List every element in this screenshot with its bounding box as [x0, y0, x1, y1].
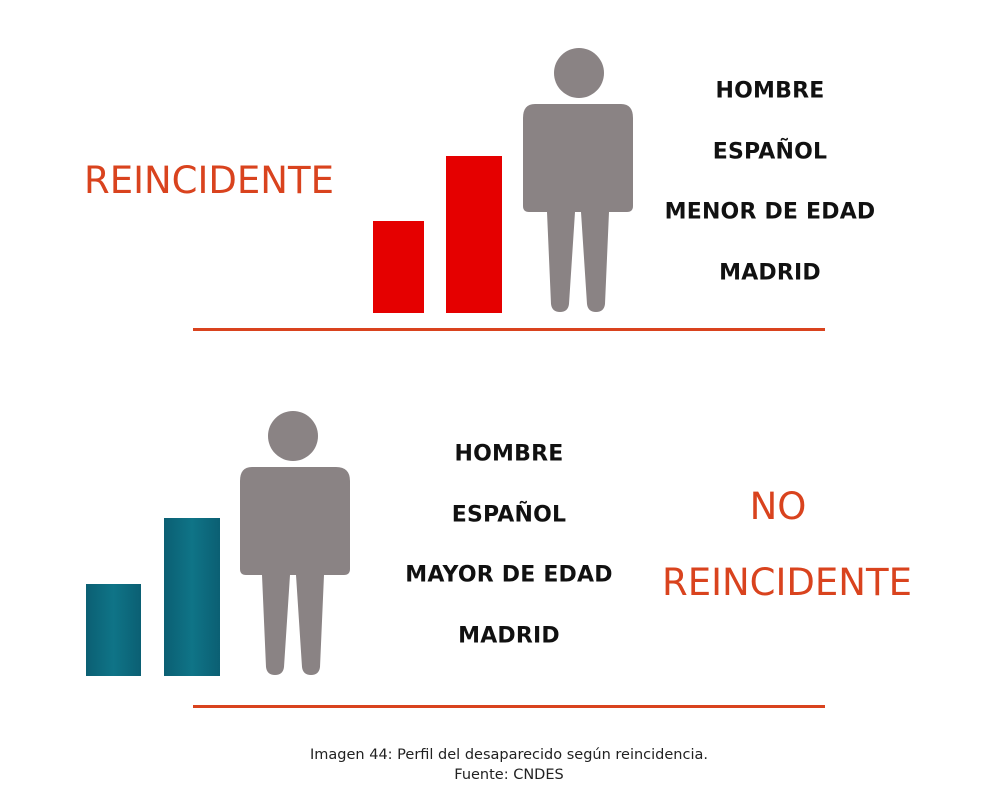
status-label-reincidente: REINCIDENTE [84, 159, 334, 202]
caption-source: Fuente: CNDES [454, 767, 564, 783]
attribute-nationality: ESPAÑOL [712, 139, 828, 165]
attribute-region: MADRID [719, 260, 821, 286]
status-label-no-reincidente: REINCIDENTE [662, 561, 912, 604]
caption-title: Imagen 44: Perfil del desaparecido según… [310, 747, 708, 763]
bar-tall [446, 156, 502, 313]
divider-top [193, 328, 825, 331]
attribute-nationality: ESPAÑOL [451, 502, 567, 528]
attribute-sex: HOMBRE [715, 78, 825, 104]
attribute-region: MADRID [458, 623, 560, 649]
bar-short [373, 221, 424, 313]
status-label-no: NO [749, 485, 807, 528]
bar-short [86, 584, 141, 676]
person-icon [523, 48, 633, 312]
attribute-age: MAYOR DE EDAD [405, 562, 613, 588]
bar-tall [164, 518, 220, 676]
attribute-sex: HOMBRE [454, 441, 564, 467]
figure-caption: Imagen 44: Perfil del desaparecido según… [0, 745, 994, 785]
person-icon [240, 411, 350, 675]
attribute-age: MENOR DE EDAD [664, 199, 876, 225]
divider-bottom [193, 705, 825, 708]
